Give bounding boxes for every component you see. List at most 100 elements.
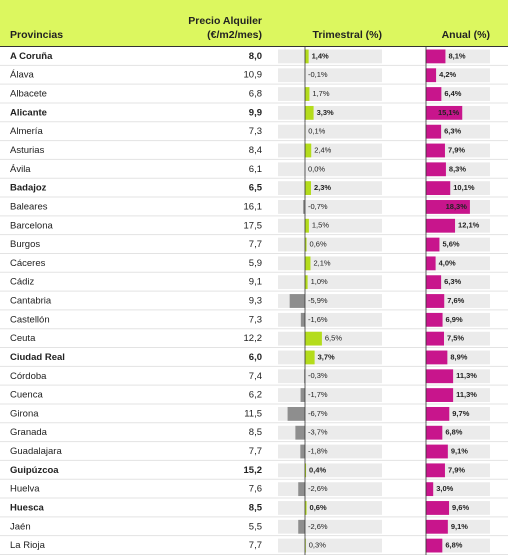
trimestral-bar [305, 143, 312, 158]
anual-label: 4,2% [439, 70, 456, 79]
anual-bar [426, 256, 436, 271]
trimestral-label: -3,7% [308, 428, 328, 437]
trimestral-bar [305, 501, 307, 515]
trimestral-bar [305, 350, 315, 365]
anual-bar [426, 444, 448, 459]
trimestral-bar [305, 275, 308, 290]
provincia: Guadalajara [10, 446, 62, 457]
trimestral-label: 3,7% [318, 352, 335, 361]
anual-bar [426, 501, 450, 515]
bar-bg [278, 350, 382, 365]
provincia: Jaén [10, 521, 31, 532]
trimestral-label: 0,3% [309, 541, 326, 550]
precio: 7,3 [249, 126, 262, 137]
provincia: La Rioja [10, 540, 46, 551]
anual-bar [426, 482, 434, 497]
trimestral-bar [305, 256, 311, 271]
provincia: Castellón [10, 314, 50, 325]
bar-bg [425, 237, 490, 252]
trimestral-label: 0,1% [308, 127, 325, 136]
trimestral-bar [300, 444, 305, 459]
bar-bg [425, 68, 490, 83]
trimestral-label: -0,1% [308, 70, 328, 79]
precio: 8,4 [249, 145, 262, 156]
provincia: Córdoba [10, 371, 47, 382]
anual-bar [426, 406, 450, 421]
anual-label: 12,1% [458, 221, 480, 230]
precio: 6,1 [249, 164, 262, 175]
provincia: Huelva [10, 484, 40, 495]
precio: 17,5 [244, 220, 263, 231]
anual-bar [426, 237, 440, 252]
trimestral-label: -0,3% [308, 371, 328, 380]
trimestral-bar [298, 519, 305, 534]
anual-label: 4,0% [439, 258, 456, 267]
provincia: Huesca [10, 502, 45, 513]
precio: 8,5 [249, 427, 262, 438]
trimestral-label: -1,7% [308, 390, 328, 399]
provincia: Burgos [10, 239, 40, 250]
anual-bar [426, 162, 446, 177]
precio: 6,8 [249, 89, 262, 100]
bar-bg [278, 256, 382, 271]
precio: 6,2 [249, 390, 262, 401]
bar-bg [425, 256, 490, 271]
trimestral-label: 2,1% [313, 258, 330, 267]
anual-bar [426, 331, 444, 346]
provincia: Guipúzcoa [10, 465, 59, 476]
provincia: Albacete [10, 89, 47, 100]
anual-bar [426, 519, 448, 534]
bar-bg [425, 124, 490, 139]
trimestral-label: -6,7% [308, 409, 328, 418]
bar-bg [425, 482, 490, 497]
anual-label: 5,6% [442, 240, 459, 249]
anual-bar [426, 463, 445, 478]
trimestral-label: -5,9% [308, 296, 328, 305]
anual-bar [426, 350, 448, 365]
bar-bg [278, 237, 382, 252]
anual-bar [426, 181, 451, 196]
bar-bg [278, 444, 382, 459]
trimestral-bar [305, 49, 309, 64]
trimestral-label: 1,5% [312, 221, 329, 230]
trimestral-bar [298, 482, 305, 497]
header-precio-unit: (€/m2/mes) [207, 29, 262, 41]
anual-label: 6,3% [444, 127, 461, 136]
anual-label: 11,3% [456, 371, 477, 380]
bar-bg [278, 331, 382, 346]
precio: 15,2 [244, 465, 263, 476]
bar-bg [278, 124, 382, 139]
anual-bar [426, 425, 443, 440]
anual-bar [426, 87, 442, 101]
anual-label: 9,6% [452, 503, 469, 512]
trimestral-label: 2,4% [314, 145, 331, 154]
anual-label: 7,9% [448, 465, 465, 474]
anual-bar [426, 275, 442, 290]
provincia: Álava [10, 70, 34, 81]
trimestral-bar [300, 388, 305, 402]
anual-label: 9,1% [451, 447, 468, 456]
precio: 7,7 [249, 540, 262, 551]
bar-bg [278, 275, 382, 290]
anual-label: 9,7% [452, 409, 469, 418]
bar-bg [278, 218, 382, 233]
bar-bg [278, 105, 382, 120]
bar-bg [278, 68, 382, 83]
trimestral-label: 1,4% [312, 51, 329, 60]
precio: 7,3 [249, 314, 262, 325]
provincia: Ávila [10, 164, 31, 175]
trimestral-label: 3,3% [317, 108, 334, 117]
trimestral-bar [287, 406, 305, 421]
precio: 10,9 [244, 70, 263, 81]
header-anual: Anual (%) [442, 29, 490, 41]
anual-bar [426, 49, 446, 64]
trimestral-label: 0,4% [309, 465, 326, 474]
precio: 7,7 [249, 239, 262, 250]
trimestral-bar [305, 331, 322, 346]
precio: 11,5 [244, 408, 262, 419]
precio: 9,9 [249, 107, 262, 118]
bar-bg [425, 275, 490, 290]
precio: 9,1 [249, 277, 262, 288]
bar-bg [278, 143, 382, 158]
